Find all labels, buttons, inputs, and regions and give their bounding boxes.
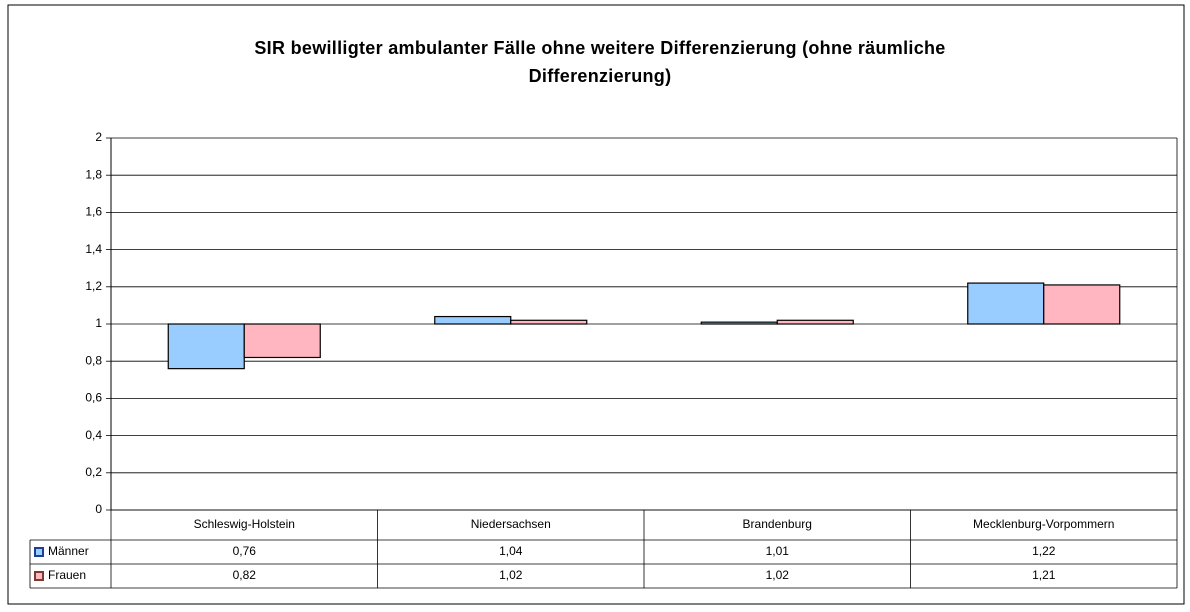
data-label: 0,82 (233, 568, 257, 582)
chart-title: SIR bewilligter ambulanter Fälle ohne we… (254, 38, 946, 86)
y-tick-label: 0,4 (85, 428, 102, 442)
x-tick-label: Niedersachsen (471, 517, 551, 531)
bar (1043, 284, 1121, 325)
y-tick-label: 0,6 (85, 391, 102, 405)
data-label: 1,22 (1032, 544, 1056, 558)
y-tick-label: 1,2 (85, 279, 102, 293)
y-tick-label: 0 (95, 502, 102, 516)
x-tick-label: Schleswig-Holstein (194, 517, 295, 531)
data-label: 1,02 (499, 568, 523, 582)
bar (510, 319, 588, 325)
y-tick-label: 0,8 (85, 353, 102, 367)
y-tick-label: 1 (95, 316, 102, 330)
legend-label: Männer (48, 544, 89, 558)
y-tick-label: 1,6 (85, 205, 102, 219)
legend-key (34, 571, 44, 581)
bar (434, 315, 512, 325)
data-label: 1,01 (766, 544, 790, 558)
bar (967, 282, 1045, 325)
legend-label: Frauen (48, 568, 86, 582)
y-tick-label: 1,4 (85, 242, 102, 256)
x-tick-label: Mecklenburg-Vorpommern (973, 517, 1114, 531)
legend-key (34, 547, 44, 557)
bar (167, 323, 245, 370)
data-label: 1,21 (1032, 568, 1056, 582)
y-tick-label: 0,2 (85, 465, 102, 479)
bar (700, 321, 778, 325)
x-tick-label: Brandenburg (743, 517, 812, 531)
data-label: 1,02 (766, 568, 790, 582)
y-tick-label: 1,8 (85, 167, 102, 181)
data-label: 1,04 (499, 544, 523, 558)
data-label: 0,76 (233, 544, 257, 558)
bar (243, 323, 321, 359)
bar (776, 319, 854, 325)
y-tick-label: 2 (95, 130, 102, 144)
